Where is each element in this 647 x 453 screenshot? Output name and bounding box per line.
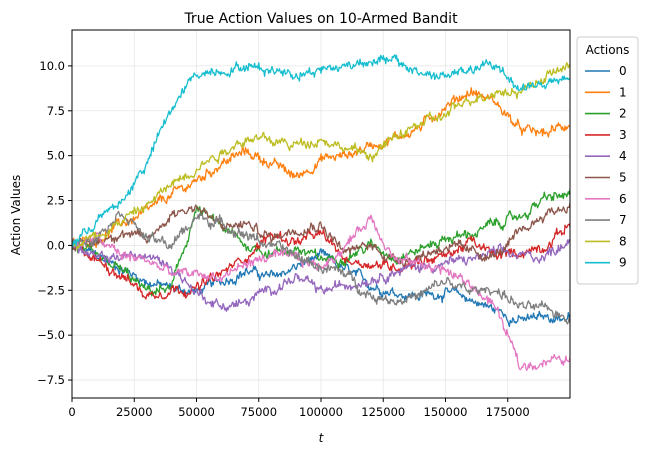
chart-title: True Action Values on 10-Armed Bandit [183,11,458,27]
series-line-0 [72,240,570,328]
legend-label-9: 9 [619,256,627,270]
legend-label-2: 2 [619,107,627,121]
series-line-3 [72,223,570,300]
legend-label-4: 4 [619,149,627,163]
y-axis-label: Action Values [9,175,23,256]
series-line-7 [72,210,570,325]
x-tick-label: 100000 [299,405,343,419]
y-tick-label: 7.5 [47,104,65,118]
series-lines [72,54,570,371]
legend-label-1: 1 [619,85,627,99]
y-tick-label: 2.5 [47,194,65,208]
x-tick-label: 125000 [361,405,405,419]
series-line-2 [72,189,570,297]
x-tick-label: 75000 [240,405,277,419]
x-tick-label: 0 [68,405,75,419]
series-line-5 [72,202,570,267]
y-tick-label: 5.0 [47,149,65,163]
x-tick-label: 50000 [178,405,215,419]
legend-label-5: 5 [619,171,627,185]
x-tick-label: 150000 [424,405,468,419]
legend-title: Actions [586,43,630,57]
plot-area: 0 25000 50000 75000 100000 125000 150000 175000… [37,29,571,419]
legend-label-8: 8 [619,234,627,248]
legend-label-6: 6 [619,192,627,206]
legend-box [576,36,639,285]
series-line-9 [72,54,570,248]
y-tick-label: −7.5 [37,373,65,387]
legend: Actions 0 1 2 3 4 5 6 7 8 9 [576,36,639,285]
legend-label-3: 3 [619,128,627,142]
x-axis-label: t [319,431,325,445]
series-line-8 [72,62,570,250]
x-tick-label: 25000 [116,405,153,419]
legend-label-7: 7 [619,213,627,227]
x-tick-label: 175000 [486,405,530,419]
y-tick-label: −2.5 [37,283,65,297]
y-tick-label: 0.0 [47,238,65,252]
y-tick-label: −5.0 [37,328,65,342]
y-tick-label: 10.0 [39,59,65,73]
legend-label-0: 0 [619,64,627,78]
